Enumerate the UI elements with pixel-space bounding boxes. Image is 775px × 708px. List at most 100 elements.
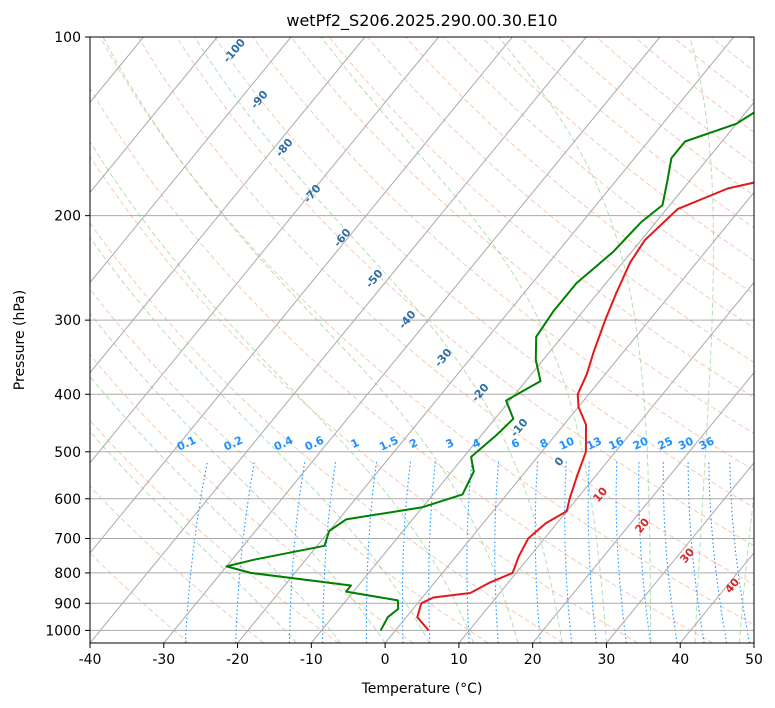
- dry-adiabat-label: -40: [396, 308, 419, 332]
- x-tick-label: -10: [300, 652, 323, 668]
- isotherm-line: [90, 37, 439, 464]
- dry-adiabat-label: -50: [363, 267, 386, 291]
- y-tick-label: 200: [54, 209, 81, 225]
- moist-adiabat-line: [738, 489, 754, 643]
- dry-adiabat-line: [90, 485, 265, 643]
- mixing-ratio-line: [428, 461, 436, 643]
- dry-adiabat-line: [710, 37, 754, 72]
- moist-adiabat-line: [90, 236, 430, 643]
- mixing-ratio-label: 25: [656, 434, 675, 452]
- mixing-ratio-line: [687, 461, 705, 643]
- mixing-ratio-label: 1: [349, 436, 361, 451]
- dry-adiabat-label: -30: [432, 346, 455, 370]
- dry-adiabat-line: [557, 37, 754, 197]
- moist-adiabat-line: [194, 37, 563, 643]
- dry-adiabat-line: [99, 37, 754, 626]
- x-tick-label: -30: [152, 652, 175, 668]
- isotherm-line: [90, 37, 292, 284]
- moist-adiabat-line: [90, 312, 386, 643]
- dry-adiabat-label: -60: [331, 226, 354, 250]
- pressure-grid: [90, 37, 754, 631]
- dry-adiabat-line: [90, 419, 339, 643]
- isotherm-line: [532, 371, 754, 643]
- y-tick-label: 400: [54, 387, 81, 403]
- mixing-ratio-label: 16: [607, 434, 627, 452]
- isotherm-line: [458, 281, 754, 643]
- mixing-ratio-line: [235, 461, 256, 643]
- mixing-ratio-label: 0.1: [175, 434, 198, 454]
- y-tick-label: 900: [54, 596, 81, 612]
- x-tick-label: 30: [598, 652, 616, 668]
- moist-adiabat-line: [689, 37, 714, 643]
- isotherm-grid: [0, 37, 754, 643]
- isotherm-line: [90, 37, 587, 643]
- mixing-ratio-label: 3: [444, 436, 456, 451]
- dry-adiabat-line: [90, 288, 489, 643]
- dry-adiabat-line: [290, 37, 754, 435]
- moist-adiabat-line: [90, 430, 297, 643]
- dry-adiabat-line: [481, 37, 754, 262]
- mixing-ratio-label: 0.6: [303, 433, 326, 453]
- isotherm-line: [384, 191, 754, 643]
- y-tick-label: 700: [54, 532, 81, 548]
- mixing-ratio-line: [401, 461, 412, 643]
- moist-adiabat-line: [102, 37, 519, 643]
- dry-adiabat-line: [90, 222, 564, 643]
- dry-adiabat-line: [519, 37, 754, 229]
- dry-adiabat-label: -20: [469, 381, 492, 405]
- dry-adiabat-line: [90, 87, 713, 643]
- moist-adiabat-label: 10: [590, 484, 610, 504]
- mixing-ratio-line: [564, 461, 573, 643]
- mixing-ratio-line: [534, 461, 541, 643]
- x-tick-label: -20: [226, 652, 249, 668]
- dry-adiabat-line: [596, 37, 754, 165]
- y-axis-ticks: 1000 900 800 700 600 500 400 300 200 100: [45, 30, 90, 639]
- dry-adiabat-line: [90, 155, 639, 643]
- sounding-series: [225, 111, 754, 632]
- x-axis-ticks: -40 -30 -20 -10 0 10 20 30 40 50: [79, 643, 763, 668]
- dry-adiabat-label: -100: [220, 36, 248, 66]
- dry-adiabat-line: [367, 37, 754, 363]
- mixing-ratio-line: [662, 461, 678, 643]
- x-tick-label: 40: [671, 652, 689, 668]
- x-axis-label: Temperature (°C): [361, 681, 483, 697]
- isotherm-line: [90, 37, 366, 374]
- mixing-ratio-line: [184, 461, 208, 643]
- moist-adiabat-line: [320, 37, 607, 643]
- moist-adiabat-label: 30: [677, 545, 697, 565]
- isotherm-line: [163, 37, 661, 643]
- dry-adiabat-line: [443, 37, 754, 295]
- plot-frame: [89, 36, 755, 644]
- mixing-ratio-label: 10: [557, 434, 577, 452]
- dry-adiabat-line: [137, 37, 754, 586]
- x-tick-label: 50: [745, 652, 763, 668]
- isotherm-line: [753, 642, 754, 643]
- moist-adiabat-line: [90, 140, 475, 643]
- dry-adiabat-line: [90, 552, 190, 643]
- x-tick-label: -40: [79, 652, 102, 668]
- adiabat-labels: 0.1 0.2 0.4 0.6 1 1.5 2 3 4 6 8 10 13 16 20 25 30 36-100-…: [175, 36, 743, 596]
- isotherm-line: [606, 461, 754, 643]
- mixing-ratio-label: 20: [631, 434, 651, 452]
- mixing-ratio-label: 0.4: [272, 433, 295, 453]
- isotherm-line: [0, 37, 70, 643]
- isotherm-line: [237, 37, 735, 643]
- mixing-ratio-line: [708, 461, 728, 643]
- mixing-ratio-label: 13: [585, 435, 604, 453]
- dewpoint-line: [225, 111, 754, 631]
- mixing-ratio-label: 0.2: [222, 434, 245, 454]
- isotherm-line: [90, 37, 513, 554]
- mixing-ratio-line: [615, 461, 627, 643]
- chart-title: wetPf2_S206.2025.290.00.30.E10: [286, 11, 557, 31]
- y-tick-label: 600: [54, 492, 81, 508]
- mixing-ratio-label: 1.5: [377, 434, 400, 454]
- y-axis-label: Pressure (hPa): [12, 290, 28, 390]
- dry-adiabat-line: [175, 37, 754, 547]
- x-tick-label: 10: [450, 652, 468, 668]
- mixing-ratio-label: 36: [697, 434, 717, 452]
- isotherm-line: [90, 37, 218, 194]
- x-tick-label: 20: [524, 652, 542, 668]
- y-tick-label: 800: [54, 566, 81, 582]
- dry-adiabat-line: [748, 37, 754, 42]
